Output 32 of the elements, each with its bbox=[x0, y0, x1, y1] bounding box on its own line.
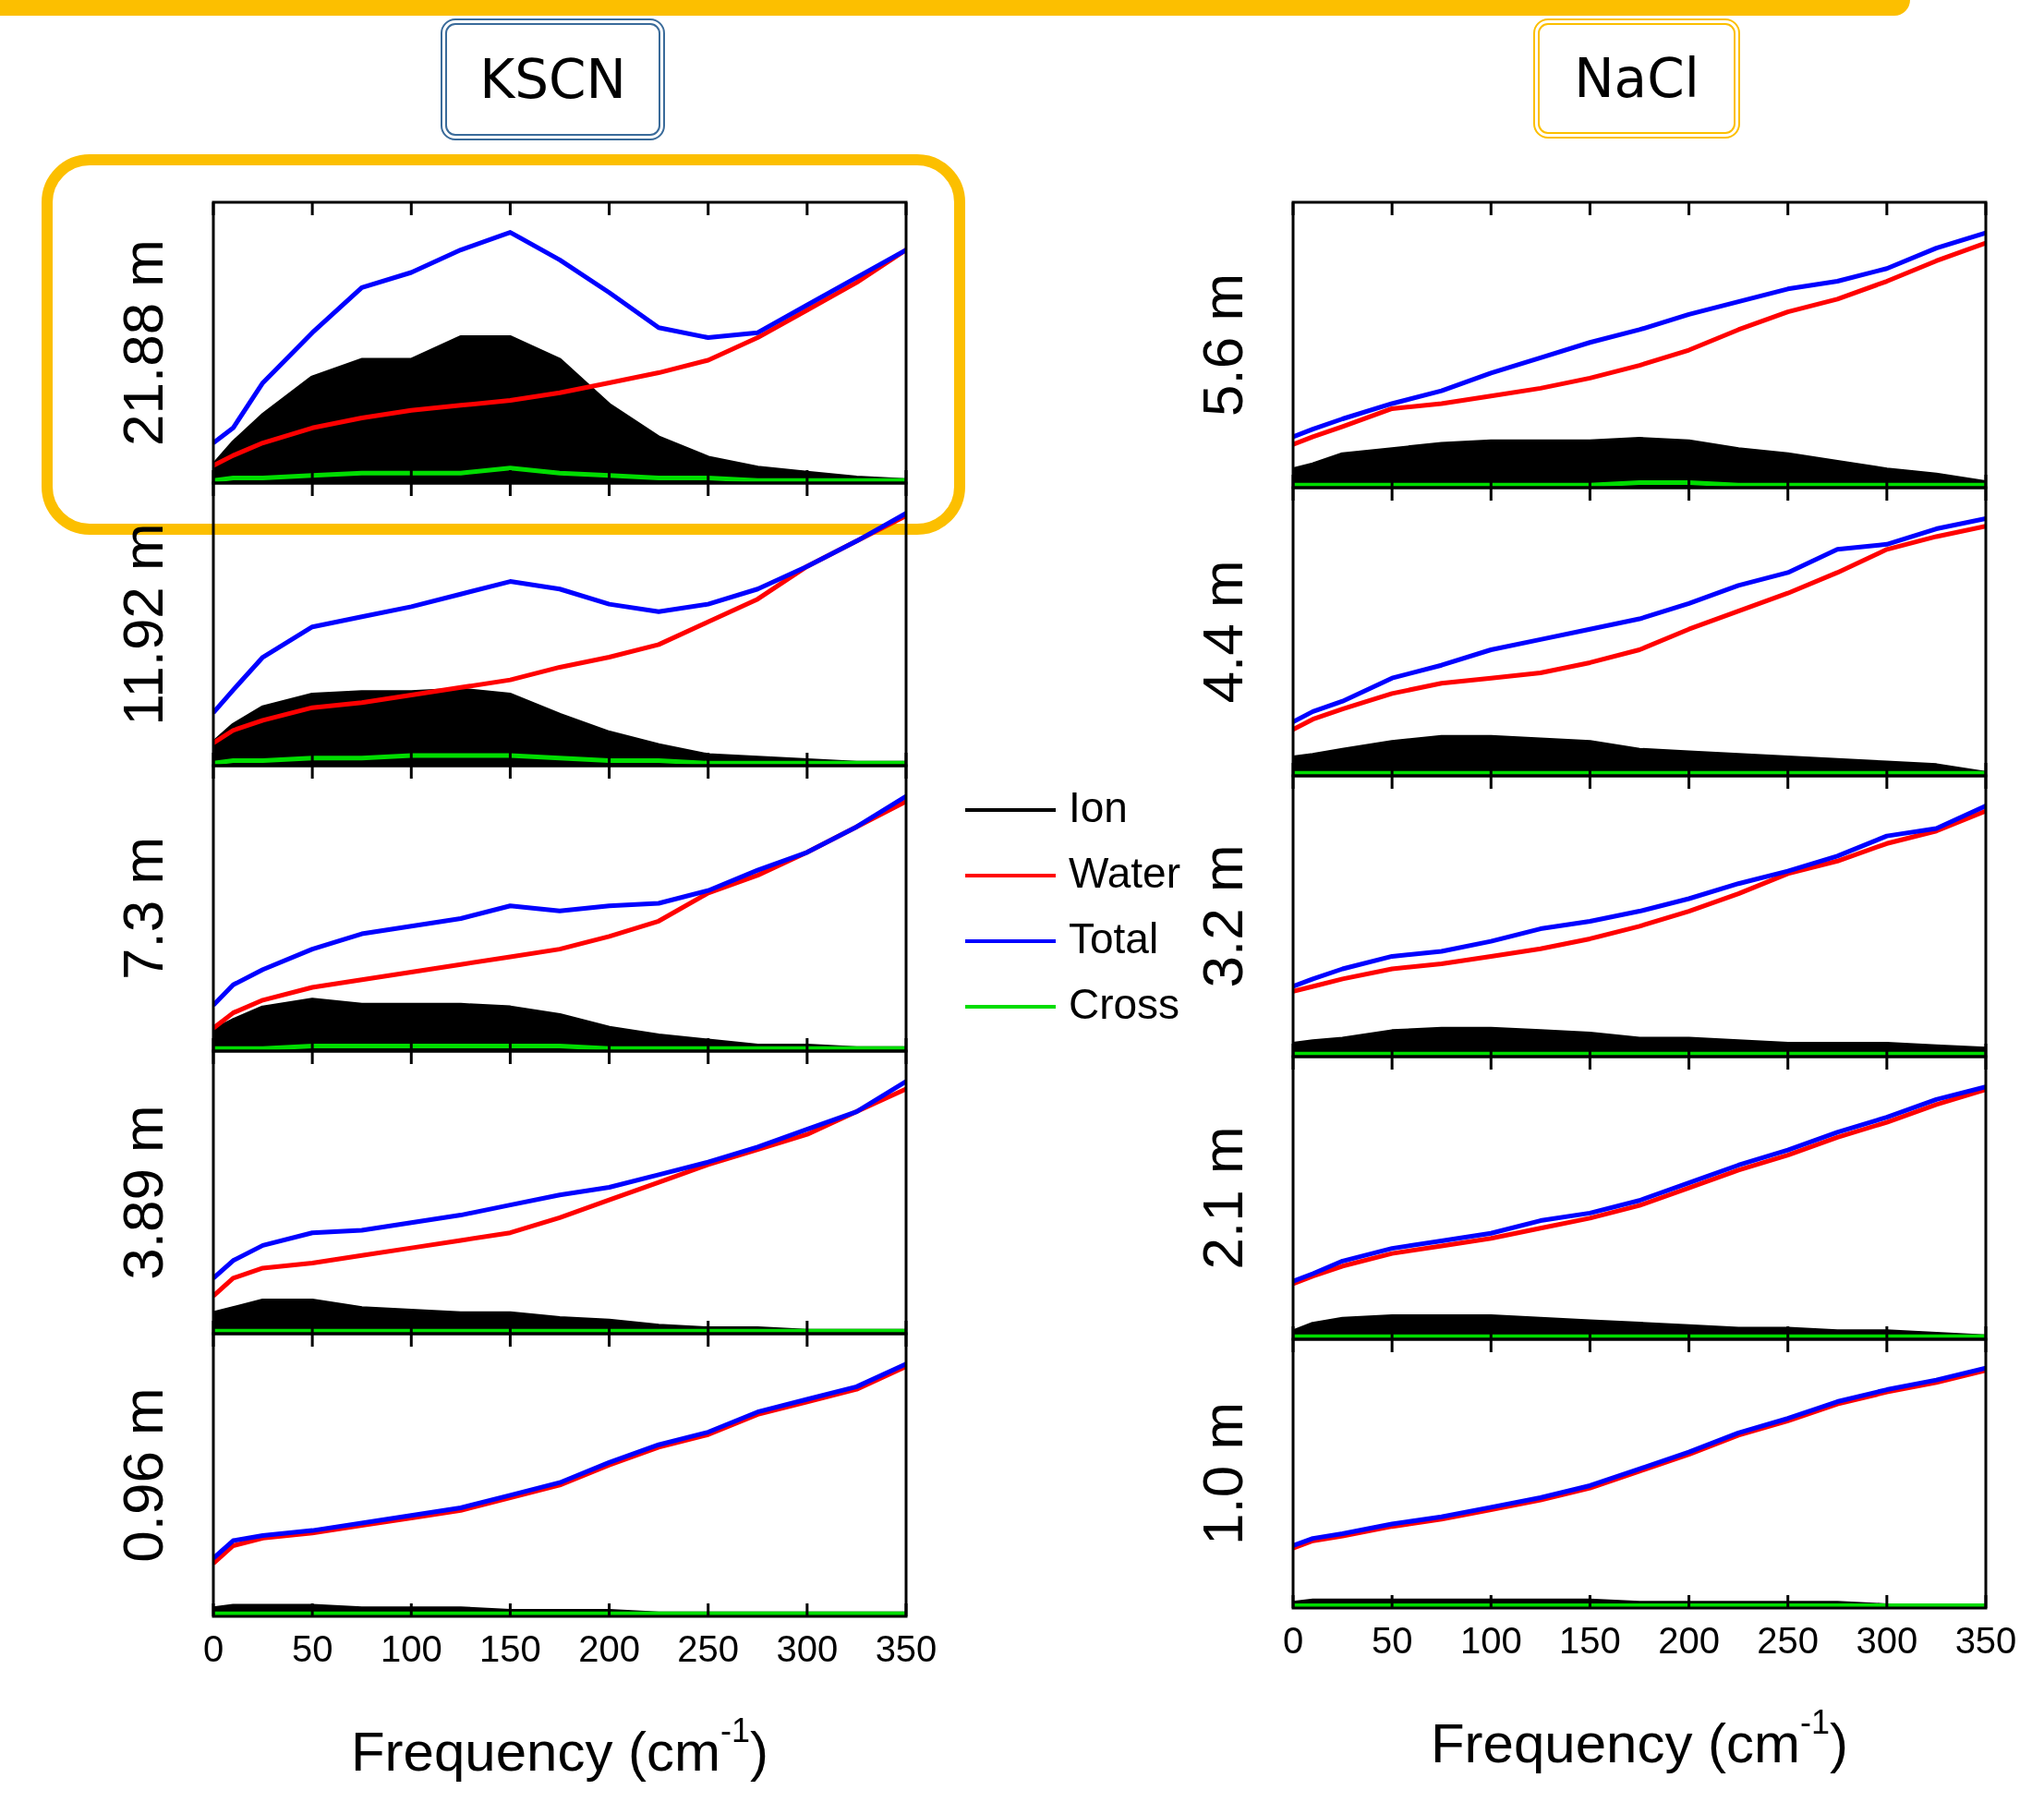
x-tick-label: 300 bbox=[1856, 1620, 1918, 1662]
x-tick-label: 350 bbox=[875, 1628, 937, 1670]
y-axis-title: 7.3 m bbox=[111, 836, 175, 981]
y-axis-title: 3.89 m bbox=[111, 1105, 175, 1280]
y-axis-title: 11.92 m bbox=[111, 523, 175, 726]
x-tick-label: 200 bbox=[1658, 1620, 1720, 1662]
x-tick-label: 150 bbox=[1559, 1620, 1621, 1662]
x-tick-label: 250 bbox=[1757, 1620, 1820, 1662]
legend-label: Ion bbox=[1069, 782, 1128, 831]
y-axis-title: 5.6 m bbox=[1191, 272, 1255, 417]
legend-label: Total bbox=[1069, 913, 1159, 962]
legend-label: Water bbox=[1069, 848, 1180, 897]
y-axis-title: 3.2 m bbox=[1191, 844, 1255, 988]
x-tick-label: 100 bbox=[380, 1628, 442, 1670]
x-tick-label: 50 bbox=[291, 1628, 333, 1670]
x-tick-label: 0 bbox=[202, 1628, 224, 1670]
x-tick-label: 250 bbox=[677, 1628, 740, 1670]
chart-title: NaCl bbox=[1533, 18, 1740, 139]
chart-title: KSCN bbox=[441, 18, 665, 140]
x-tick-label: 300 bbox=[776, 1628, 839, 1670]
y-axis-title: 21.88 m bbox=[111, 238, 175, 447]
x-tick-label: 200 bbox=[578, 1628, 640, 1670]
x-tick-label: 150 bbox=[479, 1628, 541, 1670]
x-tick-label: 0 bbox=[1282, 1620, 1304, 1662]
y-axis-title: 1.0 m bbox=[1191, 1401, 1255, 1546]
x-tick-label: 100 bbox=[1459, 1620, 1522, 1662]
y-axis-title: 4.4 m bbox=[1191, 560, 1255, 704]
x-tick-label: 50 bbox=[1371, 1620, 1413, 1662]
x-tick-label: 350 bbox=[1954, 1620, 2017, 1662]
y-axis-title: 2.1 m bbox=[1191, 1126, 1255, 1270]
y-axis-title: 0.96 m bbox=[111, 1387, 175, 1563]
legend-label: Cross bbox=[1069, 979, 1180, 1028]
